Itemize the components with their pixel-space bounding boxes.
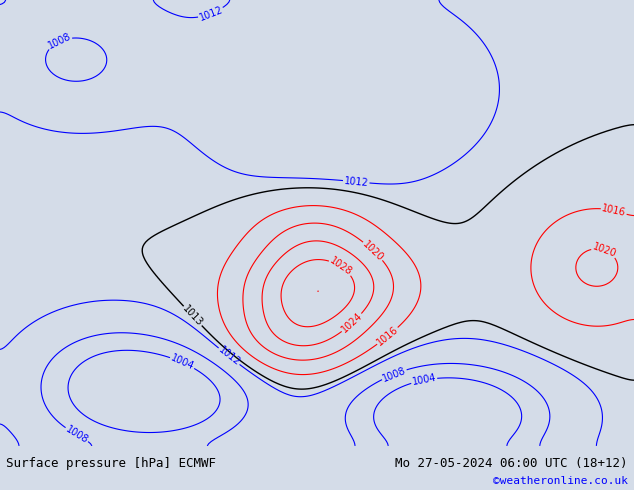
Text: 1020: 1020 <box>361 239 385 263</box>
Text: 1008: 1008 <box>64 424 90 445</box>
Text: Surface pressure [hPa] ECMWF: Surface pressure [hPa] ECMWF <box>6 457 216 469</box>
Text: 1012: 1012 <box>198 4 224 23</box>
Text: 1012: 1012 <box>344 176 369 188</box>
Text: ©weatheronline.co.uk: ©weatheronline.co.uk <box>493 476 628 486</box>
Text: 1016: 1016 <box>375 324 400 348</box>
Text: 1008: 1008 <box>381 365 408 383</box>
Text: 1024: 1024 <box>340 311 365 335</box>
Text: Mo 27-05-2024 06:00 UTC (18+12): Mo 27-05-2024 06:00 UTC (18+12) <box>395 457 628 469</box>
Text: 1008: 1008 <box>46 31 72 51</box>
Text: 1028: 1028 <box>328 256 354 278</box>
Text: 1004: 1004 <box>411 373 437 388</box>
Text: 1012: 1012 <box>216 345 242 368</box>
Text: 1016: 1016 <box>601 203 627 218</box>
Text: 1013: 1013 <box>181 304 205 328</box>
Text: 1004: 1004 <box>169 353 195 372</box>
Text: 1020: 1020 <box>591 241 618 259</box>
